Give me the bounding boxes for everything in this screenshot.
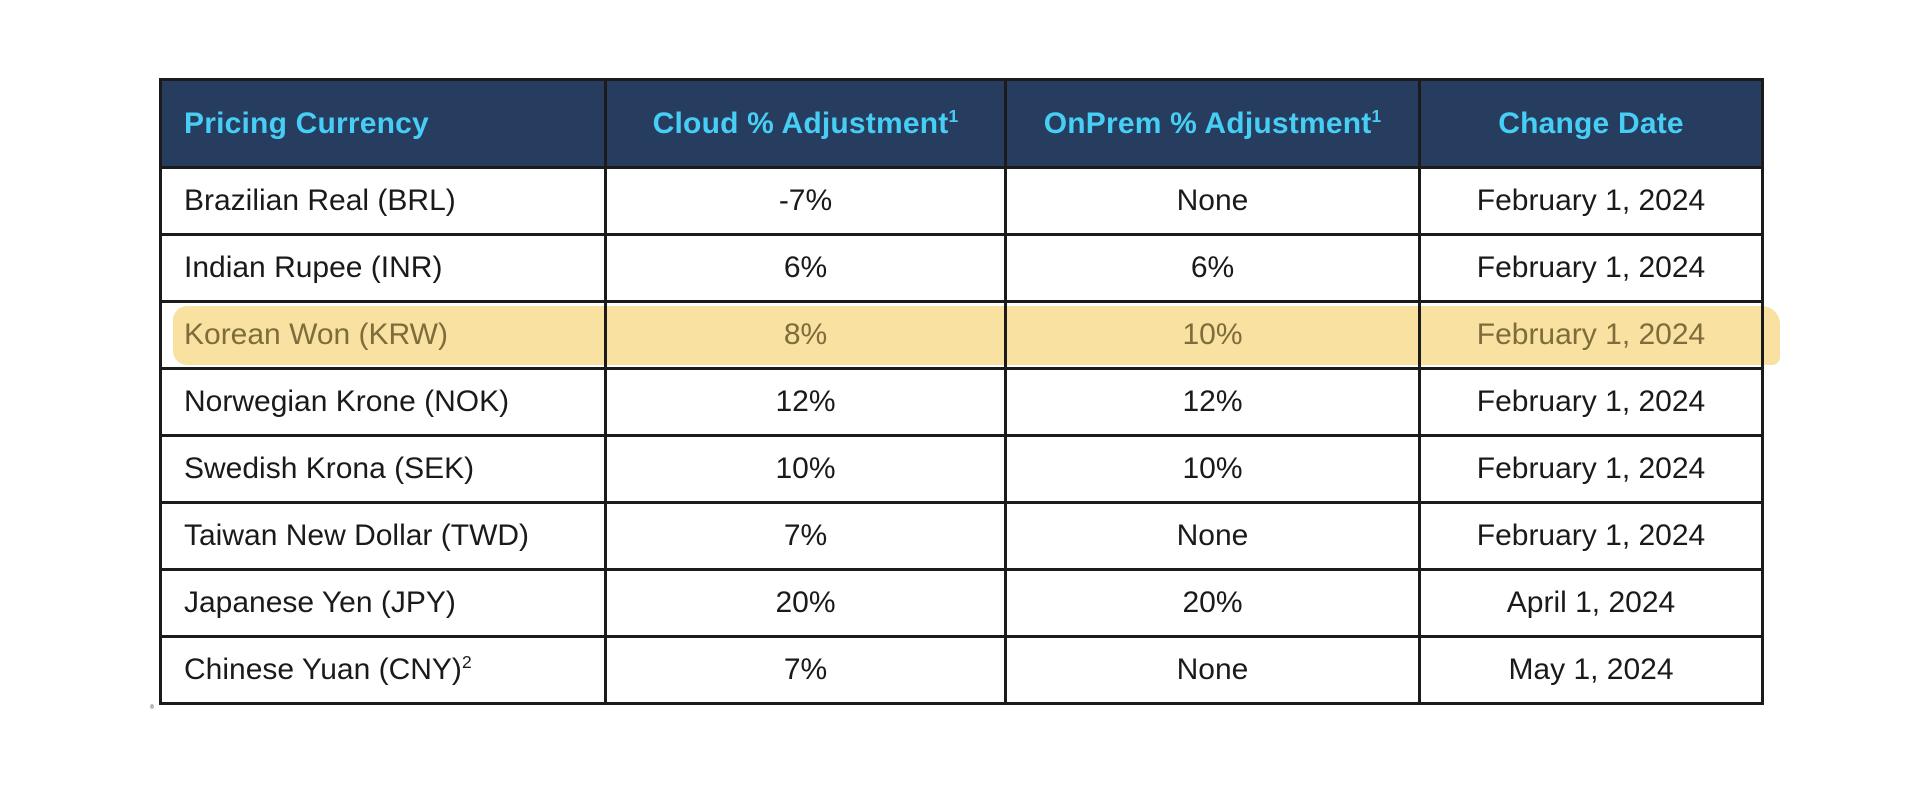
change-date-cell: May 1, 2024 — [1418, 635, 1764, 705]
column-header-superscript: 1 — [948, 105, 959, 126]
change-date-cell: February 1, 2024 — [1418, 166, 1764, 236]
cloud-adjustment-cell: 12% — [604, 367, 1007, 437]
onprem-adjustment-cell: 12% — [1004, 367, 1421, 437]
table-row: Chinese Yuan (CNY)2 7% None May 1, 2024 — [159, 635, 1764, 705]
table-row: Brazilian Real (BRL) -7% None February 1… — [159, 166, 1764, 236]
table-row: Taiwan New Dollar (TWD) 7% None February… — [159, 501, 1764, 571]
change-date-cell: February 1, 2024 — [1418, 300, 1764, 370]
column-header-label: Pricing Currency — [184, 106, 429, 140]
onprem-adjustment-cell: 6% — [1004, 233, 1421, 303]
cloud-adjustment-cell: -7% — [604, 166, 1007, 236]
currency-superscript: 2 — [461, 652, 472, 672]
header-row: Pricing Currency Cloud % Adjustment1 OnP… — [159, 78, 1764, 169]
cloud-adjustment-cell: 6% — [604, 233, 1007, 303]
currency-cell: Taiwan New Dollar (TWD) — [159, 501, 607, 571]
column-header-label: Cloud % Adjustment — [652, 106, 949, 140]
currency-cell: Swedish Krona (SEK) — [159, 434, 607, 504]
column-header-cloud-adjustment: Cloud % Adjustment1 — [604, 78, 1007, 169]
currency-label: Chinese Yuan (CNY) — [184, 653, 462, 686]
column-header-onprem-adjustment: OnPrem % Adjustment1 — [1004, 78, 1421, 169]
table-header: Pricing Currency Cloud % Adjustment1 OnP… — [159, 78, 1764, 169]
onprem-adjustment-cell: 10% — [1004, 300, 1421, 370]
currency-cell: Japanese Yen (JPY) — [159, 568, 607, 638]
currency-label: Indian Rupee (INR) — [184, 251, 443, 284]
column-header-label: OnPrem % Adjustment — [1043, 106, 1372, 140]
onprem-adjustment-cell: None — [1004, 635, 1421, 705]
change-date-cell: April 1, 2024 — [1418, 568, 1764, 638]
cloud-adjustment-cell: 7% — [604, 635, 1007, 705]
currency-cell: Norwegian Krone (NOK) — [159, 367, 607, 437]
currency-label: Brazilian Real (BRL) — [184, 184, 456, 217]
table-row: Japanese Yen (JPY) 20% 20% April 1, 2024 — [159, 568, 1764, 638]
column-header-change-date: Change Date — [1418, 78, 1764, 169]
change-date-cell: February 1, 2024 — [1418, 233, 1764, 303]
onprem-adjustment-cell: None — [1004, 501, 1421, 571]
column-header-pricing-currency: Pricing Currency — [159, 78, 607, 169]
change-date-cell: February 1, 2024 — [1418, 434, 1764, 504]
column-header-label: Change Date — [1498, 106, 1684, 140]
cloud-adjustment-cell: 8% — [604, 300, 1007, 370]
currency-cell: Korean Won (KRW) — [159, 300, 607, 370]
cloud-adjustment-cell: 20% — [604, 568, 1007, 638]
onprem-adjustment-cell: None — [1004, 166, 1421, 236]
change-date-cell: February 1, 2024 — [1418, 501, 1764, 571]
table-body: Brazilian Real (BRL) -7% None February 1… — [159, 166, 1764, 705]
onprem-adjustment-cell: 20% — [1004, 568, 1421, 638]
currency-label: Korean Won (KRW) — [184, 318, 448, 351]
column-header-superscript: 1 — [1371, 105, 1382, 126]
currency-cell: Indian Rupee (INR) — [159, 233, 607, 303]
currency-label: Japanese Yen (JPY) — [184, 586, 456, 619]
table-row: Norwegian Krone (NOK) 12% 12% February 1… — [159, 367, 1764, 437]
cloud-adjustment-cell: 10% — [604, 434, 1007, 504]
change-date-cell: February 1, 2024 — [1418, 367, 1764, 437]
table-row: Swedish Krona (SEK) 10% 10% February 1, … — [159, 434, 1764, 504]
onprem-adjustment-cell: 10% — [1004, 434, 1421, 504]
table-row: Indian Rupee (INR) 6% 6% February 1, 202… — [159, 233, 1764, 303]
currency-label: Norwegian Krone (NOK) — [184, 385, 510, 418]
currency-cell: Brazilian Real (BRL) — [159, 166, 607, 236]
table-row-highlighted: Korean Won (KRW) 8% 10% February 1, 2024 — [159, 300, 1764, 370]
currency-cell: Chinese Yuan (CNY)2 — [159, 635, 607, 705]
cloud-adjustment-cell: 7% — [604, 501, 1007, 571]
currency-label: Taiwan New Dollar (TWD) — [184, 519, 530, 552]
pricing-table: Pricing Currency Cloud % Adjustment1 OnP… — [159, 78, 1764, 705]
currency-label: Swedish Krona (SEK) — [184, 452, 475, 485]
page-artifact-dot — [150, 704, 154, 709]
